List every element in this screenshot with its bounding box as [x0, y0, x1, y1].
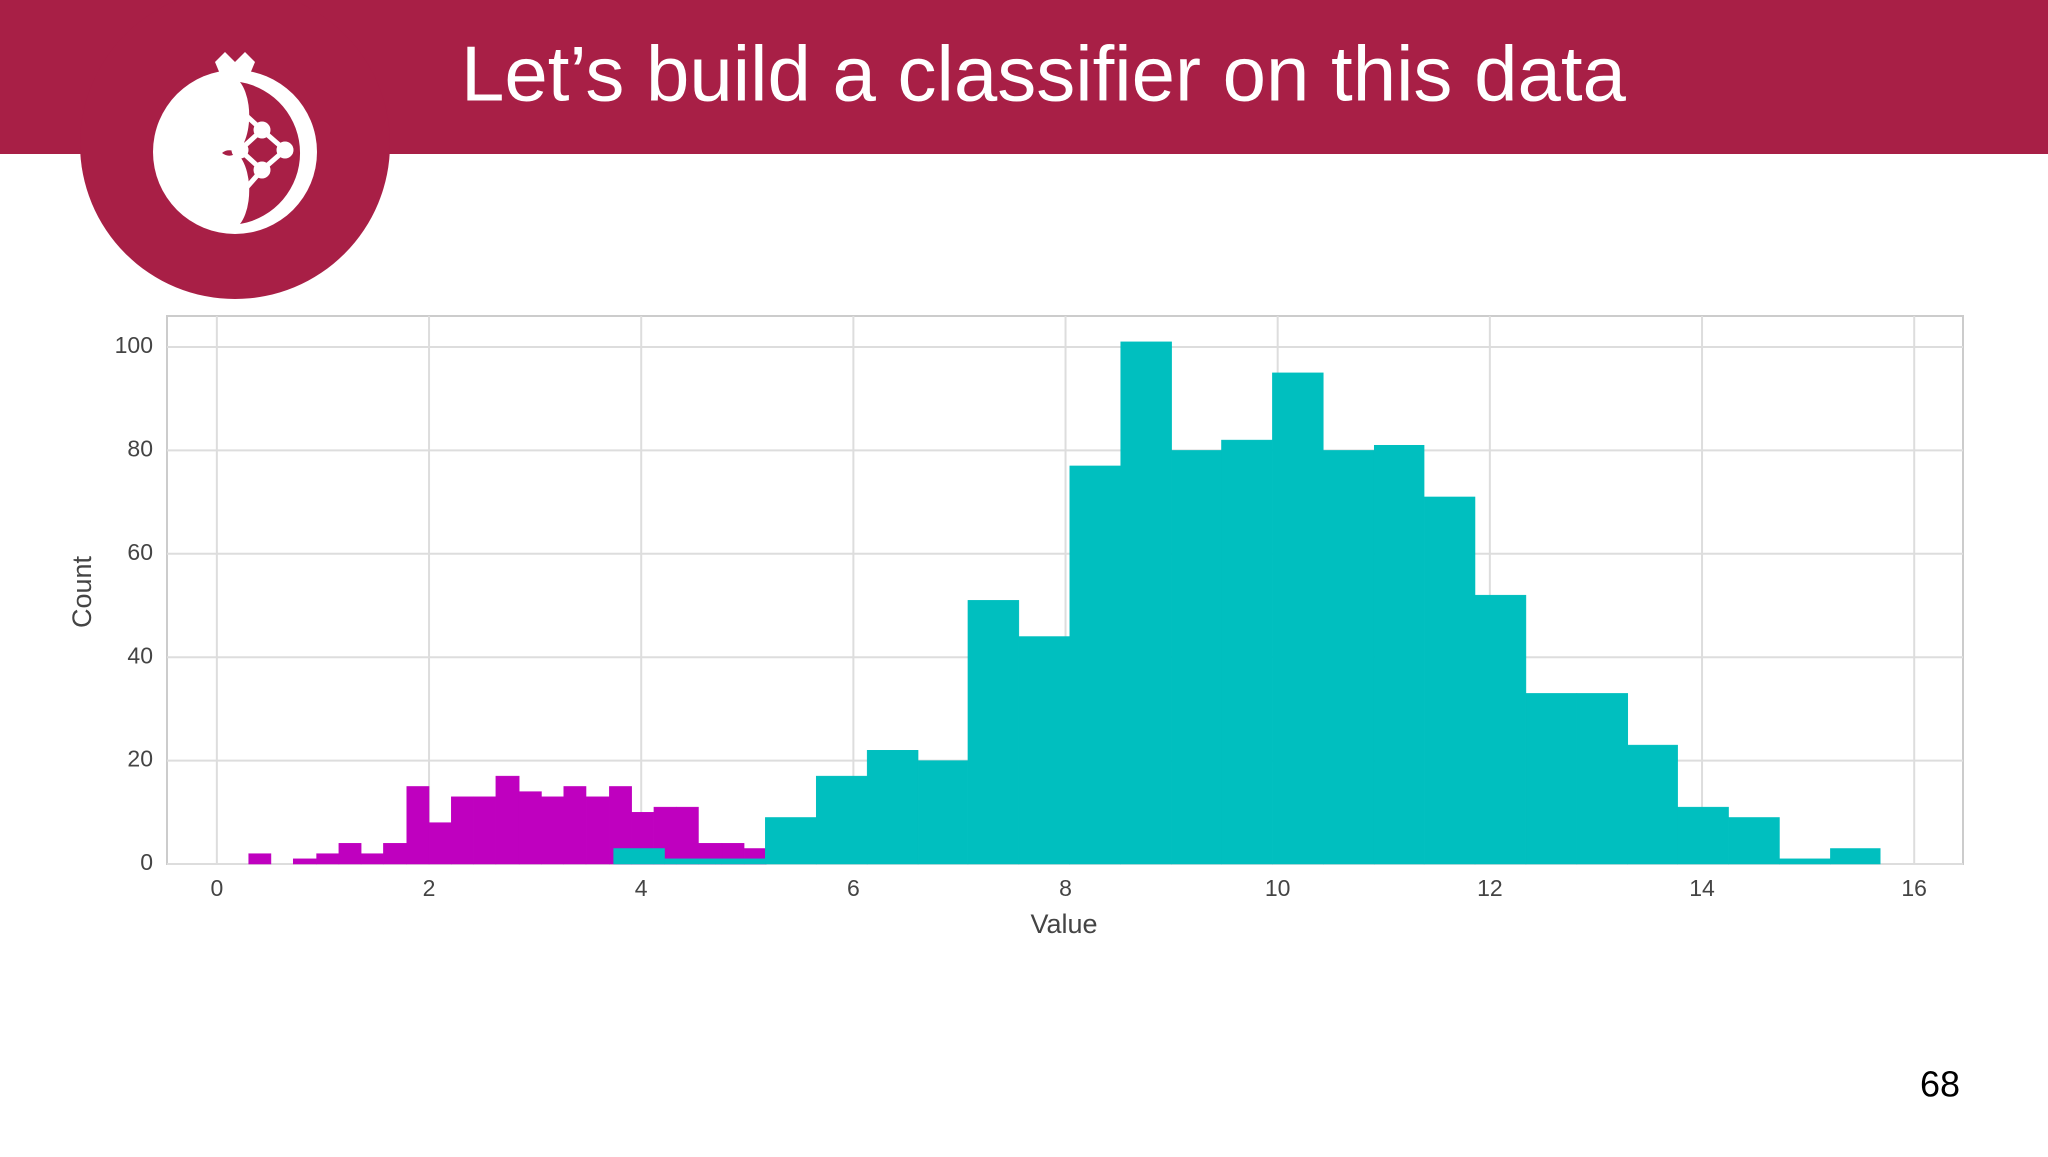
histogram-bar — [495, 775, 520, 865]
histogram-bar — [473, 796, 497, 865]
histogram-bar — [866, 750, 919, 865]
histogram-bar — [585, 796, 610, 865]
x-tick-label: 10 — [1265, 875, 1291, 901]
x-tick-label: 4 — [635, 875, 648, 901]
histogram-bar — [1272, 372, 1324, 865]
y-tick-label: 80 — [127, 435, 153, 461]
y-tick-label: 100 — [115, 332, 153, 358]
histogram-bar — [292, 858, 317, 865]
histogram-bar — [316, 853, 340, 865]
y-axis-label: Count — [67, 555, 97, 628]
x-tick-label: 2 — [423, 875, 436, 901]
histogram-bar — [1525, 693, 1578, 865]
histogram-bar — [675, 806, 699, 865]
histogram-bar — [383, 843, 407, 865]
y-tick-label: 40 — [127, 642, 153, 668]
slide-title: Let’s build a classifier on this data — [461, 30, 1627, 118]
histogram-bar — [360, 853, 384, 865]
histogram-bar — [664, 858, 716, 865]
x-tick-label: 8 — [1059, 875, 1072, 901]
histogram-bar — [1779, 858, 1831, 865]
histogram-bar — [1728, 817, 1780, 865]
x-tick-label: 14 — [1689, 875, 1715, 901]
y-tick-label: 0 — [140, 849, 153, 875]
histogram-bar — [967, 600, 1020, 865]
y-tick-label: 60 — [127, 539, 153, 565]
histogram-bar — [541, 796, 565, 865]
histogram-bar — [451, 796, 474, 865]
histogram-bar — [1830, 848, 1881, 865]
histogram-bar — [715, 858, 766, 865]
x-tick-label: 6 — [847, 875, 860, 901]
histogram-bar — [338, 843, 362, 865]
histogram-bar — [1120, 341, 1172, 865]
histogram-bar — [815, 775, 868, 865]
histogram-bar — [1323, 450, 1375, 865]
histogram-bar — [563, 786, 587, 865]
x-tick-label: 16 — [1901, 875, 1927, 901]
histogram-bar — [765, 817, 817, 865]
histogram-bar — [1474, 594, 1527, 865]
histogram-bar — [1221, 439, 1273, 865]
y-tick-label: 20 — [127, 746, 153, 772]
x-tick-label: 0 — [210, 875, 223, 901]
histogram-bar — [428, 822, 452, 865]
logo — [153, 52, 317, 234]
histogram-bar — [613, 848, 665, 865]
histogram-bar — [1576, 693, 1629, 865]
x-tick-label: 12 — [1477, 875, 1503, 901]
histogram-bar — [1069, 465, 1121, 865]
histogram-bar — [1373, 444, 1425, 865]
histogram-bar — [1018, 636, 1071, 865]
x-axis-label: Value — [1030, 909, 1097, 939]
histogram-bar — [1423, 496, 1476, 865]
histogram-bar — [248, 853, 272, 865]
histogram-bar — [518, 791, 542, 865]
histogram-bar — [406, 786, 430, 865]
histogram-bar — [1627, 744, 1678, 865]
page-number: 68 — [1920, 1064, 1960, 1105]
histogram-bar — [1677, 806, 1729, 865]
histogram-bar — [1171, 450, 1222, 865]
histogram-bar — [917, 760, 969, 865]
